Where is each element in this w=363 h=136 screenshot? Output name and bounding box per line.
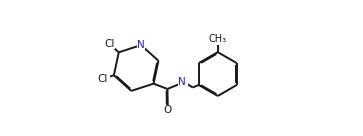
Text: Cl: Cl <box>97 74 107 84</box>
Text: N: N <box>137 40 145 50</box>
Text: N: N <box>178 77 186 87</box>
Text: O: O <box>164 105 172 115</box>
Text: Cl: Cl <box>105 38 115 49</box>
Text: CH₃: CH₃ <box>209 34 227 44</box>
Text: H: H <box>180 77 188 87</box>
